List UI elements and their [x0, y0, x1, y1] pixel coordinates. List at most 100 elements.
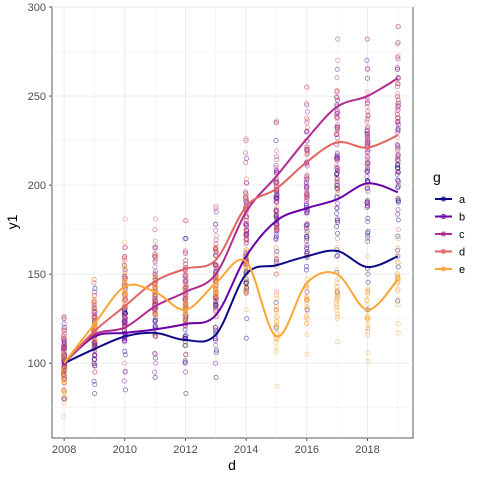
data-point — [334, 165, 340, 171]
data-point — [243, 138, 249, 144]
data-point — [273, 154, 279, 160]
data-point — [364, 168, 370, 174]
data-point — [61, 333, 67, 339]
data-point — [304, 124, 310, 130]
data-point — [273, 165, 279, 171]
data-point — [61, 353, 67, 359]
data-point — [183, 351, 189, 357]
data-point — [304, 289, 310, 295]
data-point — [274, 295, 280, 301]
data-point — [303, 174, 309, 180]
y-axis: 100 150 200 250 300 — [28, 2, 52, 370]
data-point — [395, 53, 401, 59]
data-point — [91, 276, 97, 282]
data-point — [273, 118, 279, 124]
data-point — [395, 286, 401, 292]
data-point — [122, 239, 128, 245]
data-point — [304, 188, 310, 194]
data-point — [303, 285, 309, 291]
data-point — [364, 126, 370, 132]
data-point — [92, 390, 98, 396]
data-point — [273, 196, 279, 202]
data-point — [303, 201, 309, 207]
data-point — [273, 245, 279, 251]
data-point — [303, 181, 309, 187]
data-point — [273, 304, 279, 310]
data-point — [395, 177, 401, 183]
data-point — [364, 97, 370, 103]
data-point — [334, 307, 340, 313]
series-d-line — [63, 134, 399, 364]
data-point — [334, 305, 340, 311]
series-a-line — [63, 249, 399, 365]
data-point — [122, 289, 128, 295]
data-point — [395, 96, 401, 102]
data-point — [61, 355, 67, 361]
legend-label: d — [459, 247, 465, 259]
data-point — [183, 390, 189, 396]
data-point — [334, 75, 340, 81]
data-point — [122, 267, 128, 273]
data-point — [303, 295, 309, 301]
series-b-line — [63, 182, 399, 364]
legend-title: g — [433, 169, 441, 185]
data-point — [213, 244, 219, 250]
x-tick-label: 2014 — [234, 444, 258, 456]
data-point — [303, 186, 309, 192]
data-point — [364, 174, 370, 180]
data-point — [243, 335, 249, 341]
data-point — [274, 383, 280, 389]
legend-item-e: e — [435, 264, 465, 276]
data-point — [243, 236, 249, 242]
data-point — [395, 182, 401, 188]
legend-label: e — [459, 264, 465, 276]
data-point — [365, 332, 371, 338]
data-point — [304, 174, 310, 180]
data-point — [244, 290, 250, 296]
data-point — [365, 154, 371, 160]
data-point — [61, 414, 67, 420]
data-point — [395, 197, 401, 203]
data-point — [91, 303, 97, 309]
data-point — [244, 236, 250, 242]
data-point — [334, 66, 340, 72]
data-point — [303, 179, 309, 185]
data-point — [273, 199, 279, 205]
data-point — [91, 315, 97, 321]
x-tick-label: 2018 — [355, 444, 379, 456]
data-point — [121, 272, 127, 278]
data-point — [122, 348, 128, 354]
data-point — [243, 307, 249, 313]
legend-item-a: a — [435, 194, 466, 206]
data-point — [334, 339, 340, 345]
data-point — [92, 352, 98, 358]
data-point — [122, 263, 128, 269]
data-point — [334, 218, 340, 224]
data-point — [243, 160, 249, 166]
data-point — [365, 326, 371, 332]
data-point — [304, 331, 310, 337]
y-tick-label: 100 — [28, 358, 46, 370]
data-point — [213, 221, 219, 227]
data-point — [394, 148, 400, 154]
data-point — [213, 342, 219, 348]
data-point — [335, 96, 341, 102]
data-point — [364, 89, 370, 95]
data-point — [182, 285, 188, 291]
data-point — [91, 293, 97, 299]
data-point — [153, 245, 159, 251]
data-point — [334, 155, 340, 161]
data-point — [244, 283, 250, 289]
data-point — [334, 230, 340, 236]
y-tick-label: 250 — [28, 91, 46, 103]
series-e-line — [63, 258, 399, 364]
data-point — [273, 313, 279, 319]
data-point — [274, 156, 280, 162]
data-point — [304, 120, 310, 126]
data-point — [243, 286, 249, 292]
legend-key-point — [441, 196, 446, 202]
data-point — [61, 366, 67, 372]
data-point — [244, 198, 250, 204]
data-point — [304, 238, 310, 244]
plot-panel — [51, 6, 414, 439]
